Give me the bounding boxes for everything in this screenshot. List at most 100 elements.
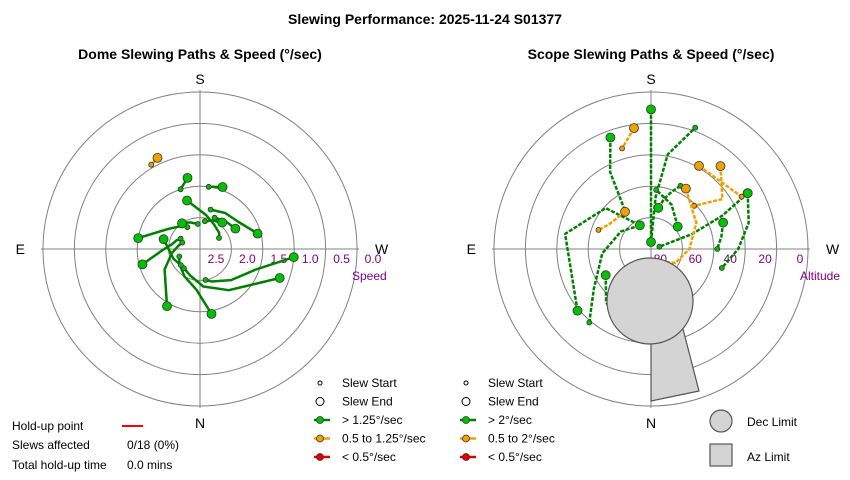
scope-slew-path xyxy=(655,188,679,227)
dome-chart-title: Dome Slewing Paths & Speed (°/sec) xyxy=(78,46,322,62)
dome-legend-start-label: Slew Start xyxy=(342,376,397,390)
scope-legend-end-marker xyxy=(461,397,471,406)
scope-slew-start-point xyxy=(672,221,683,232)
dome-slew-end-point xyxy=(205,183,212,190)
dome-slew-start-point xyxy=(206,308,217,319)
dome-slew-start-point xyxy=(158,234,169,245)
dome-radial-tick: 0.0 xyxy=(365,252,382,266)
scope-slew-start-point xyxy=(646,104,656,115)
dome-slew-start-point xyxy=(162,301,172,312)
holdup-summary: Hold-up point Slews affected 0/18 (0%) T… xyxy=(12,419,179,472)
dome-slew-path xyxy=(163,241,184,307)
scope-legend: Slew Start Slew End > 2°/sec 0.5 to 2°/sec <… xyxy=(460,376,555,464)
dome-slew-path xyxy=(141,237,182,266)
slews-affected-label: Slews affected xyxy=(12,438,90,452)
scope-chart-title: Scope Slewing Paths & Speed (°/sec) xyxy=(528,46,775,62)
scope-dir-right: W xyxy=(826,241,840,257)
dome-slew-end-point xyxy=(201,218,208,225)
dome-legend-medium-label: 0.5 to 1.25°/sec xyxy=(342,432,426,446)
dome-radial-axis-label: Speed xyxy=(352,269,387,283)
scope-slew-end-point xyxy=(692,124,699,131)
scope-slew-path xyxy=(649,126,697,243)
dec-limit-shape xyxy=(606,257,694,345)
dome-slew-path xyxy=(210,208,259,235)
az-limit-legend-label: Az Limit xyxy=(747,450,790,464)
scope-slew-end-point xyxy=(586,319,593,326)
slews-affected-value: 0/18 (0%) xyxy=(127,438,179,452)
scope-legend-fast-marker xyxy=(462,416,470,424)
dome-slew-start-point xyxy=(152,152,163,163)
scope-slew-path xyxy=(588,224,641,323)
figure-title: Slewing Performance: 2025-11-24 S01377 xyxy=(288,11,562,27)
scope-slew-start-point xyxy=(635,220,645,231)
scope-slew-start-point xyxy=(681,183,691,194)
dome-dir-left: E xyxy=(16,241,25,257)
scope-slew-end-point xyxy=(653,186,660,193)
scope-dir-bottom: N xyxy=(646,415,656,431)
scope-polar-panel: Scope Slewing Paths & Speed (°/sec)SNEW8… xyxy=(467,46,841,431)
scope-radial-tick: 60 xyxy=(689,252,703,266)
scope-legend-start-label: Slew Start xyxy=(488,376,543,390)
scope-slew-end-point xyxy=(619,145,625,152)
scope-slew-path xyxy=(597,210,626,232)
scope-slew-start-point xyxy=(620,206,630,217)
dome-legend-end-label: Slew End xyxy=(342,395,393,409)
dome-slew-start-point xyxy=(252,228,263,239)
scope-slew-path xyxy=(608,137,628,214)
scope-slew-end-point xyxy=(656,243,663,250)
dec-limit-legend-marker xyxy=(709,409,733,433)
dome-slew-path xyxy=(205,256,295,283)
dome-dir-top: S xyxy=(195,71,204,87)
dome-slew-start-point xyxy=(288,252,299,263)
dome-slew-start-point xyxy=(182,172,193,183)
scope-legend-fast-label: > 2°/sec xyxy=(488,413,532,427)
dome-legend-start-marker xyxy=(317,380,323,386)
dome-slew-start-point xyxy=(137,259,148,270)
dome-slew-path xyxy=(182,267,280,292)
scope-slew-start-point xyxy=(653,202,664,213)
dome-slew-end-point xyxy=(177,186,184,193)
scope-slew-path xyxy=(693,166,724,208)
scope-slew-end-point xyxy=(738,193,745,200)
dome-slew-end-point xyxy=(194,221,201,227)
dome-slew-start-point xyxy=(230,223,241,234)
dome-radial-tick: 1.0 xyxy=(302,252,319,266)
dome-slew-path xyxy=(186,199,221,239)
dome-slew-end-point xyxy=(216,235,222,241)
scope-limit-shapes xyxy=(606,257,700,402)
scope-slew-start-point xyxy=(572,305,583,316)
scope-legend-end-label: Slew End xyxy=(488,395,539,409)
dome-slew-end-point xyxy=(207,206,214,213)
scope-slew-path xyxy=(698,164,743,198)
scope-slew-start-point xyxy=(718,217,728,228)
dome-polar-panel: Dome Slewing Paths & Speed (°/sec) S N E W 2.… xyxy=(16,46,389,431)
scope-slew-end-point xyxy=(714,246,721,252)
dome-slew-start-point xyxy=(177,218,187,229)
scope-slew-start-point xyxy=(605,132,616,143)
dec-limit-legend-label: Dec Limit xyxy=(747,415,798,429)
dome-radial-tick: 2.5 xyxy=(208,252,225,266)
dome-slew-path xyxy=(178,256,213,315)
limit-legend: Dec Limit Az Limit xyxy=(709,409,798,467)
scope-radial-tick: 0 xyxy=(797,252,804,266)
scope-radial-tick: 20 xyxy=(758,252,772,266)
dome-legend-fast-marker xyxy=(316,416,324,424)
dome-slew-end-point xyxy=(179,239,186,246)
dome-slew-start-point xyxy=(182,195,192,206)
holdup-point-label: Hold-up point xyxy=(12,419,84,433)
dome-slew-start-point xyxy=(217,217,228,228)
scope-dir-left: E xyxy=(467,241,476,257)
dome-legend-medium-marker xyxy=(316,434,324,443)
dome-slew-end-point xyxy=(148,161,155,168)
dome-dir-bottom: N xyxy=(195,415,205,431)
scope-slew-end-point xyxy=(718,265,725,271)
dome-dir-right: W xyxy=(375,241,389,257)
dome-radial-tick: 2.0 xyxy=(239,252,256,266)
dome-legend: Slew Start Slew End > 1.25°/sec 0.5 to 1.25… xyxy=(314,376,426,464)
scope-slew-path xyxy=(563,206,641,311)
dome-legend-slow-label: < 0.5°/sec xyxy=(342,450,396,464)
scope-dir-top: S xyxy=(646,71,655,87)
scope-legend-start-marker xyxy=(463,380,469,386)
dome-slew-start-point xyxy=(217,182,228,192)
dome-radial-tick: 0.5 xyxy=(333,252,350,266)
